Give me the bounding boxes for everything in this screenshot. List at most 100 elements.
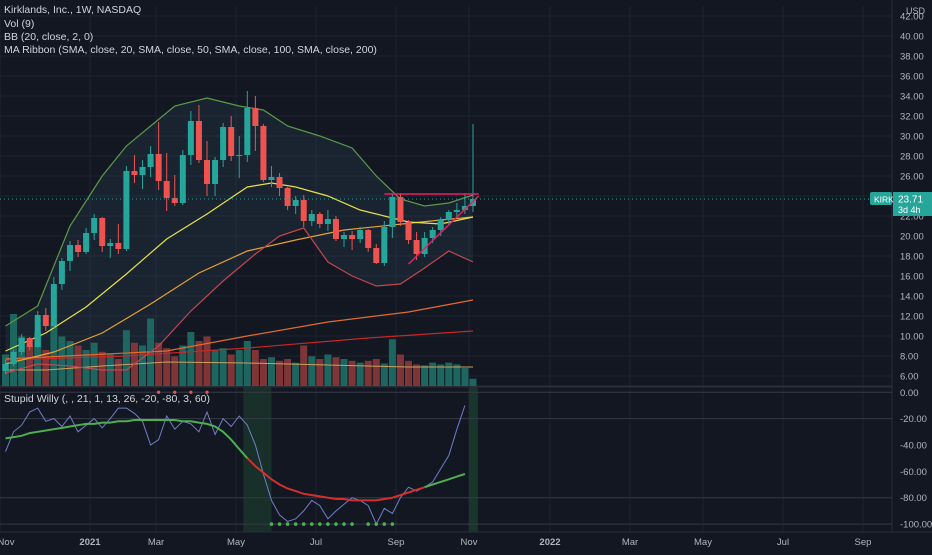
volume-bar [276,360,284,386]
volume-bar [251,350,259,386]
time-tick-label: Sep [388,537,405,548]
bb-band-fill [5,98,473,373]
volume-bar [292,362,300,386]
candle-body [123,171,130,249]
candle-body [50,284,57,326]
time-tick-label: May [227,537,245,548]
candle-body [75,245,82,252]
osc-dot [342,522,346,526]
volume-bar [380,363,388,386]
price-tick-label: 40.00 [900,32,924,43]
candle-body [147,154,154,167]
time-tick-label: Mar [622,537,638,548]
volume-bar [340,359,348,386]
price-tick-label: 26.00 [900,172,924,183]
candle-body [453,210,460,212]
candle-body [212,160,219,184]
legend-bollinger: BB (20, close, 2, 0) [4,31,94,43]
osc-dot [390,522,395,526]
candle-body [58,261,65,284]
osc-dot [382,522,387,526]
price-tick-label: 6.00 [900,372,919,383]
osc-top-dot [205,390,209,394]
candle-body [413,240,420,254]
willy-signal-line [246,457,425,502]
price-tick-label: 42.00 [900,12,924,23]
candle-body [308,214,315,221]
volume-bar [469,378,477,386]
price-tick-label: 34.00 [900,92,924,103]
candle-body [26,338,33,347]
candle-body [260,126,267,180]
volume-bar [98,351,106,386]
price-tick-label: 28.00 [900,152,924,163]
volume-bar [308,356,316,386]
volume-bar [179,345,187,386]
candle-body [155,154,162,181]
candle-body [228,127,235,156]
volume-bar [429,362,437,386]
candle-body [42,315,49,326]
candle-body [83,233,90,252]
osc-tick-label: -20.00 [900,414,927,425]
osc-tick-label: -40.00 [900,441,927,452]
volume-bar [203,336,211,386]
price-tick-label: 18.00 [900,252,924,263]
volume-bar [58,336,66,386]
candle-body [131,171,138,175]
price-tick-label: 16.00 [900,272,924,283]
osc-dot [334,522,338,526]
osc-top-dot [157,390,161,394]
symbol-badge-text: KIRK [874,195,894,205]
volume-bar [74,345,82,386]
volume-bar [50,323,58,386]
candle-body [341,235,348,239]
candle-body [115,243,122,249]
price-badge-countdown: 3d 4h [898,205,921,215]
candle-body [18,338,25,352]
volume-bar [405,360,412,386]
volume-bar [324,354,332,386]
ma-ribbon-line [5,361,473,371]
willy-line [5,405,466,526]
volume-bar [163,348,171,386]
candle-body [292,200,299,206]
candle-body [252,108,259,126]
legend-ma-ribbon: MA Ribbon (SMA, close, 20, SMA, close, 5… [4,44,377,56]
candle-body [316,214,323,224]
volume-bar [227,354,235,386]
osc-dot [301,522,306,526]
time-tick-label: 2021 [79,537,101,548]
volume-bar [90,342,98,386]
willy-signal-line [5,419,249,459]
candle-body [381,227,388,263]
candle-body [421,238,428,254]
price-tick-label: 8.00 [900,352,919,363]
osc-top-dot [173,390,177,394]
candle-body [187,121,194,155]
volume-bar [388,339,396,386]
candle-body [204,160,210,184]
volume-bar [211,350,219,386]
time-tick-label: Nov [461,537,478,548]
volume-bar [219,348,227,386]
price-badge-value: 23.71 [898,195,923,206]
osc-tick-label: -100.00 [900,520,932,531]
osc-dot [318,522,322,526]
volume-bar [348,360,356,386]
volume-bar [155,342,163,386]
price-tick-label: 22.00 [900,212,924,223]
triangle-lower-line [407,195,480,265]
volume-bar [453,364,461,386]
candle-body [66,245,73,261]
price-tick-label: 38.00 [900,52,924,63]
osc-dot [277,522,282,526]
volume-bar [195,341,203,386]
candle-body [179,155,186,203]
bb-lower-line [5,227,474,374]
symbol-badge [870,192,892,205]
osc-dot [374,522,379,526]
